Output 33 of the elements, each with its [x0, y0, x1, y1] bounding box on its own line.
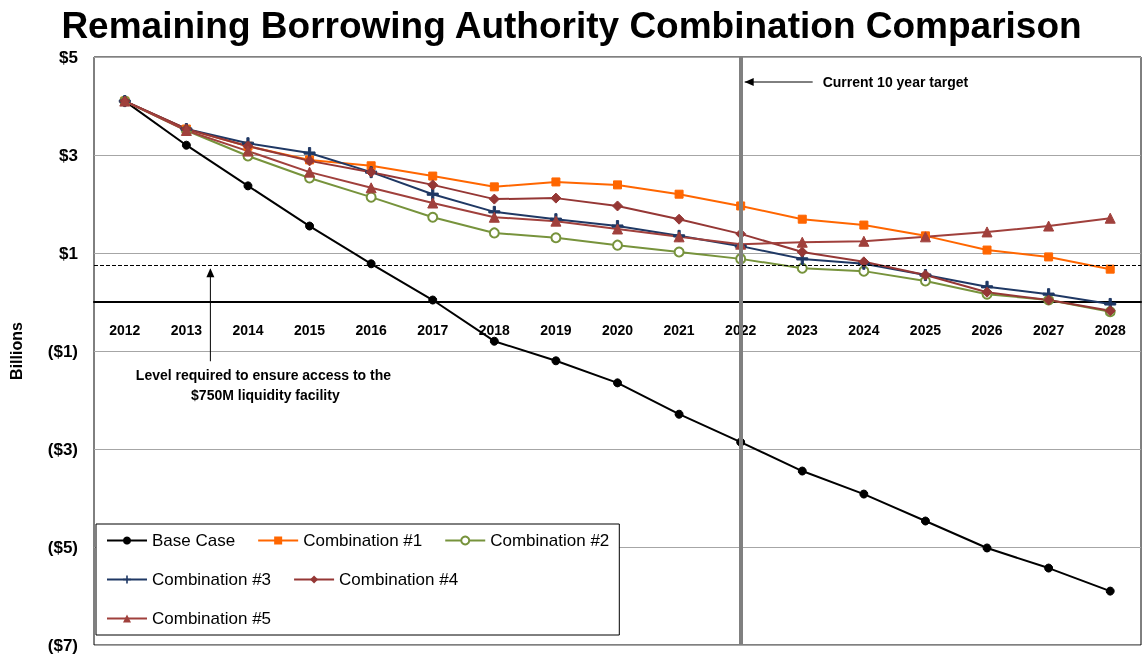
chart-title: Remaining Borrowing Authority Combination Comparison: [61, 5, 1082, 46]
x-tick-label: 2019: [540, 322, 572, 339]
x-tick-label: 2026: [971, 322, 1003, 339]
y-tick-label: ($1): [47, 341, 78, 361]
legend-label: Combination #4: [339, 570, 459, 589]
x-tick-label: 2025: [909, 322, 942, 339]
x-tick-label: 2021: [663, 322, 695, 339]
ref-line-label: Current 10 year target: [822, 74, 969, 90]
y-axis-title: Billions: [7, 322, 25, 380]
legend-label: Combination #3: [152, 570, 272, 589]
x-tick-label: 2017: [417, 322, 449, 339]
x-tick-label: 2013: [170, 322, 203, 339]
legend-label: Combination #1: [303, 531, 423, 550]
x-tick-label: 2016: [355, 322, 387, 339]
y-tick-label: $1: [59, 243, 78, 263]
y-tick-label: $3: [59, 145, 78, 165]
y-tick-label: ($7): [47, 635, 78, 655]
x-tick-label: 2027: [1033, 322, 1065, 339]
ref-line-label: Level required to ensure access to the $750M liquidity facility: [135, 367, 395, 404]
legend-label: Combination #2: [490, 531, 610, 550]
x-tick-label: 2015: [293, 322, 326, 339]
y-tick-label: ($5): [47, 537, 78, 557]
y-tick-label: $5: [59, 47, 78, 67]
legend-label: Base Case: [152, 531, 236, 550]
x-tick-label: 2024: [848, 322, 880, 339]
x-tick-label: 2014: [232, 322, 264, 339]
y-tick-label: ($3): [47, 439, 78, 459]
legend-label: Combination #5: [152, 609, 272, 628]
x-tick-label: 2020: [601, 322, 634, 339]
x-tick-label: 2012: [109, 322, 141, 339]
x-tick-label: 2023: [786, 322, 819, 339]
x-tick-label: 2018: [478, 322, 511, 339]
x-tick-label: 2028: [1094, 322, 1126, 339]
